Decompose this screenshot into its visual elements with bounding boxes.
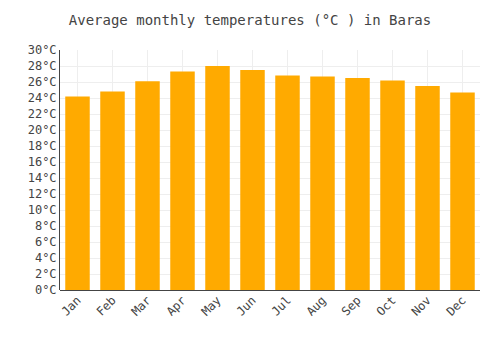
svg-text:16°C: 16°C	[28, 155, 57, 169]
svg-text:Apr: Apr	[164, 293, 189, 318]
svg-text:Jun: Jun	[234, 293, 259, 318]
svg-text:18°C: 18°C	[28, 139, 57, 153]
svg-text:2°C: 2°C	[35, 267, 57, 281]
svg-text:Feb: Feb	[94, 293, 119, 318]
svg-text:28°C: 28°C	[28, 59, 57, 73]
svg-text:6°C: 6°C	[35, 235, 57, 249]
svg-text:10°C: 10°C	[28, 203, 57, 217]
svg-text:4°C: 4°C	[35, 251, 57, 265]
svg-text:22°C: 22°C	[28, 107, 57, 121]
svg-text:Jan: Jan	[59, 293, 84, 318]
svg-text:Mar: Mar	[129, 293, 154, 318]
svg-text:20°C: 20°C	[28, 123, 57, 137]
svg-text:14°C: 14°C	[28, 171, 57, 185]
svg-text:May: May	[199, 293, 224, 318]
svg-text:12°C: 12°C	[28, 187, 57, 201]
svg-text:26°C: 26°C	[28, 75, 57, 89]
svg-text:Average monthly temperatures (: Average monthly temperatures (°C ) in Ba…	[69, 12, 431, 28]
svg-text:Dec: Dec	[444, 293, 469, 318]
svg-text:24°C: 24°C	[28, 91, 57, 105]
svg-text:0°C: 0°C	[35, 283, 57, 297]
svg-text:Aug: Aug	[304, 293, 329, 318]
svg-text:Nov: Nov	[409, 293, 434, 318]
svg-text:8°C: 8°C	[35, 219, 57, 233]
svg-text:30°C: 30°C	[28, 43, 57, 57]
svg-text:Sep: Sep	[339, 293, 364, 318]
svg-text:Jul: Jul	[269, 293, 294, 318]
svg-text:Oct: Oct	[374, 293, 399, 318]
